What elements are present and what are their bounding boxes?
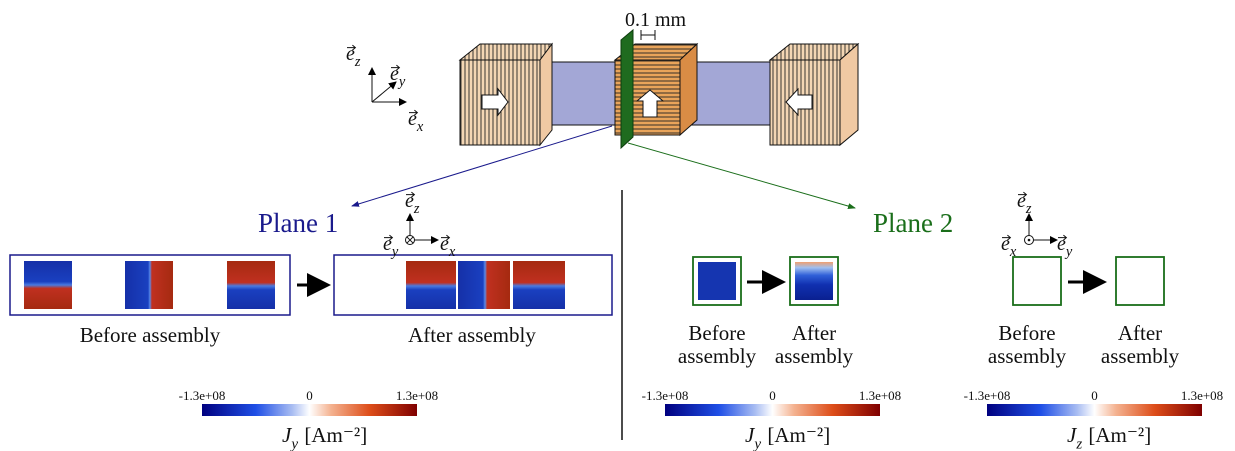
vector-label: ex [1001, 233, 1017, 260]
colorbar-unit: [Am⁻²] [1088, 423, 1151, 447]
vector-label: Jy [282, 423, 298, 451]
gap-label: 0.1 mm [625, 9, 687, 31]
index: x [1009, 244, 1017, 260]
colorbar-mid: 0 [306, 388, 313, 403]
colorbar [665, 404, 880, 416]
field-map [125, 261, 173, 309]
field-map [227, 261, 275, 309]
colorbar-min: -1.3e+08 [642, 388, 689, 403]
magnet-top [460, 44, 552, 60]
plane-title: Plane 2 [873, 208, 953, 238]
field-map [795, 262, 833, 300]
magnet-side [840, 44, 858, 145]
index: y [390, 244, 399, 260]
axis-out-dot [1028, 239, 1031, 242]
field-map [406, 261, 456, 309]
colorbar-max: 1.3e+08 [859, 388, 901, 403]
frame [1116, 257, 1164, 305]
colorbar [202, 404, 417, 416]
colorbar-unit: [Am⁻²] [767, 423, 830, 447]
index: y [1064, 244, 1073, 260]
colorbar-min: -1.3e+08 [964, 388, 1011, 403]
magnet-side [540, 44, 552, 145]
colorbar-min: -1.3e+08 [179, 388, 226, 403]
vector-label: ey [1057, 233, 1073, 260]
colorbar-max: 1.3e+08 [1181, 388, 1223, 403]
pointer-plane-2 [628, 143, 855, 208]
frame [1013, 257, 1061, 305]
vector-label: Jz [1067, 423, 1082, 451]
index: y [289, 436, 298, 451]
vector-label: ez [346, 43, 361, 70]
field-map [24, 261, 72, 309]
plane-2-marker [621, 30, 633, 148]
vector-label: Jy [745, 423, 761, 451]
index: y [397, 74, 406, 90]
index: z [1075, 436, 1082, 451]
vector-label: ez [1017, 190, 1032, 217]
device: 0.1 mm [352, 9, 858, 208]
colorbar-unit: [Am⁻²] [304, 423, 367, 447]
index: x [416, 119, 424, 135]
before-label: Before assembly [80, 323, 221, 347]
page: 0.1 mm Plane 1 Before assembly After ass… [0, 0, 1235, 451]
figure: 0.1 mm Plane 1 Before assembly After ass… [0, 0, 1235, 451]
axis-arrow [372, 82, 396, 102]
vector-label: ex [408, 108, 424, 135]
colorbar-mid: 0 [1091, 388, 1098, 403]
index: x [448, 244, 456, 260]
field-map [513, 261, 565, 309]
after-label: After assembly [408, 323, 536, 347]
field-map [458, 261, 510, 309]
index: z [413, 201, 420, 217]
colorbar [987, 404, 1202, 416]
cube-side [680, 44, 697, 135]
index: z [354, 54, 361, 70]
index: y [752, 436, 761, 451]
colorbar-mid: 0 [769, 388, 776, 403]
colorbar-max: 1.3e+08 [396, 388, 438, 403]
index: z [1025, 201, 1032, 217]
plane-title: Plane 1 [258, 208, 338, 238]
vector-label: ez [405, 190, 420, 217]
vector-label: ey [390, 63, 406, 90]
field-map [698, 262, 736, 300]
